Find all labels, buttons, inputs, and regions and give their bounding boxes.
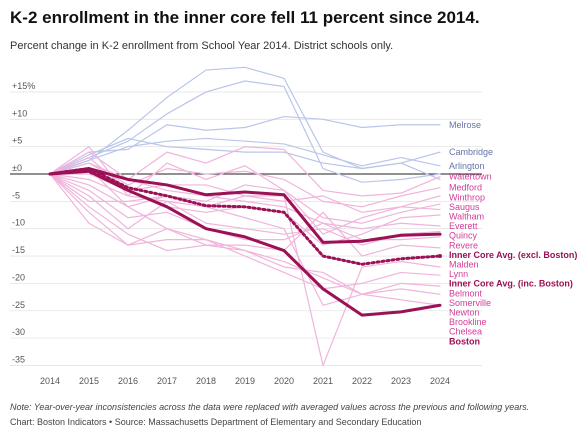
series-label: Lynn	[449, 269, 468, 279]
x-tick-label: 2018	[196, 376, 216, 386]
series-label: Arlington	[449, 161, 485, 171]
series-line-arlington	[49, 137, 441, 175]
series-line-inner-core-avg-excl-boston	[48, 167, 442, 244]
x-tick-label: 2021	[313, 376, 333, 386]
series-line-somerville	[49, 173, 441, 290]
series-line-boston	[48, 169, 442, 317]
x-tick-label: 2019	[235, 376, 255, 386]
series-line-medford	[49, 162, 441, 208]
y-tick-label: +15%	[12, 81, 35, 91]
series-label: Saugus	[449, 202, 480, 212]
series-label: Revere	[449, 240, 478, 250]
series-line-watertown	[49, 146, 441, 197]
series-label: Inner Core Avg. (excl. Boston)	[449, 250, 577, 260]
series-line-cambridge	[49, 137, 441, 175]
y-tick-label: +5	[12, 136, 22, 146]
x-tick-label: 2015	[79, 376, 99, 386]
y-tick-label: -20	[12, 272, 25, 282]
series-label: Waltham	[449, 211, 484, 221]
x-tick-label: 2022	[352, 376, 372, 386]
series-label: Watertown	[449, 172, 492, 182]
x-tick-label: 2014	[40, 376, 60, 386]
x-axis-ticks: 2014 2015 2016 2017 2018 2019 2020 2021 2022 2023…	[40, 376, 450, 386]
chart-title: K-2 enrollment in the inner core fell 11…	[10, 8, 480, 27]
series-line-lynn	[49, 173, 441, 257]
series-end-dot	[438, 254, 442, 259]
series-line-inner-core-avg-inc-boston	[48, 167, 442, 266]
series-label: Medford	[449, 183, 482, 193]
x-tick-label: 2024	[430, 376, 450, 386]
y-tick-label: -15	[12, 245, 25, 255]
x-tick-label: 2020	[274, 376, 294, 386]
series-label: Chelsea	[449, 327, 482, 337]
series-line-revere	[49, 173, 441, 246]
series-label: Newton	[449, 307, 480, 317]
y-tick-label: -10	[12, 218, 25, 228]
series-label: Boston	[449, 336, 480, 346]
y-tick-label: +10	[12, 108, 27, 118]
series-label: Cambridge	[449, 147, 493, 157]
series-label: Belmont	[449, 288, 483, 298]
x-tick-label: 2017	[157, 376, 177, 386]
series-label: Inner Core Avg. (inc. Boston)	[449, 279, 573, 289]
series-label: Winthrop	[449, 192, 485, 202]
series-line-chelsea	[49, 173, 441, 306]
series-line-unlabeled-1	[49, 80, 441, 183]
series-label: Everett	[449, 221, 478, 231]
series-label: Melrose	[449, 120, 481, 130]
x-tick-label: 2016	[118, 376, 138, 386]
series-line-quincy	[49, 162, 441, 230]
series-labels: Melrose Cambridge ArlingtonWatertownMedfor…	[449, 120, 577, 347]
y-tick-label: -35	[12, 354, 25, 364]
chart-subtitle: Percent change in K-2 enrollment from Sc…	[10, 40, 394, 52]
y-axis-ticks: +15% +10 +5 ±0 -5 -10 -15 -20 -25 -30 -35	[12, 81, 35, 365]
series-line-melrose	[49, 115, 441, 175]
series-line-brookline	[49, 173, 441, 295]
chart-source: Chart: Boston Indicators • Source: Massa…	[10, 417, 422, 427]
series-line-unlabeled-0	[49, 66, 441, 181]
series-line-belmont	[49, 173, 441, 367]
series-lines	[48, 66, 442, 367]
y-tick-label: ±0	[12, 163, 22, 173]
series-label: Quincy	[449, 231, 478, 241]
y-tick-label: -5	[12, 190, 20, 200]
series-label: Brookline	[449, 317, 487, 327]
series-line-saugus	[49, 167, 441, 224]
series-label: Somerville	[449, 298, 491, 308]
y-tick-label: -25	[12, 300, 25, 310]
chart-note: Note: Year-over-year inconsistencies acr…	[10, 402, 530, 412]
x-tick-label: 2023	[391, 376, 411, 386]
series-label: Malden	[449, 259, 479, 269]
y-tick-label: -30	[12, 327, 25, 337]
